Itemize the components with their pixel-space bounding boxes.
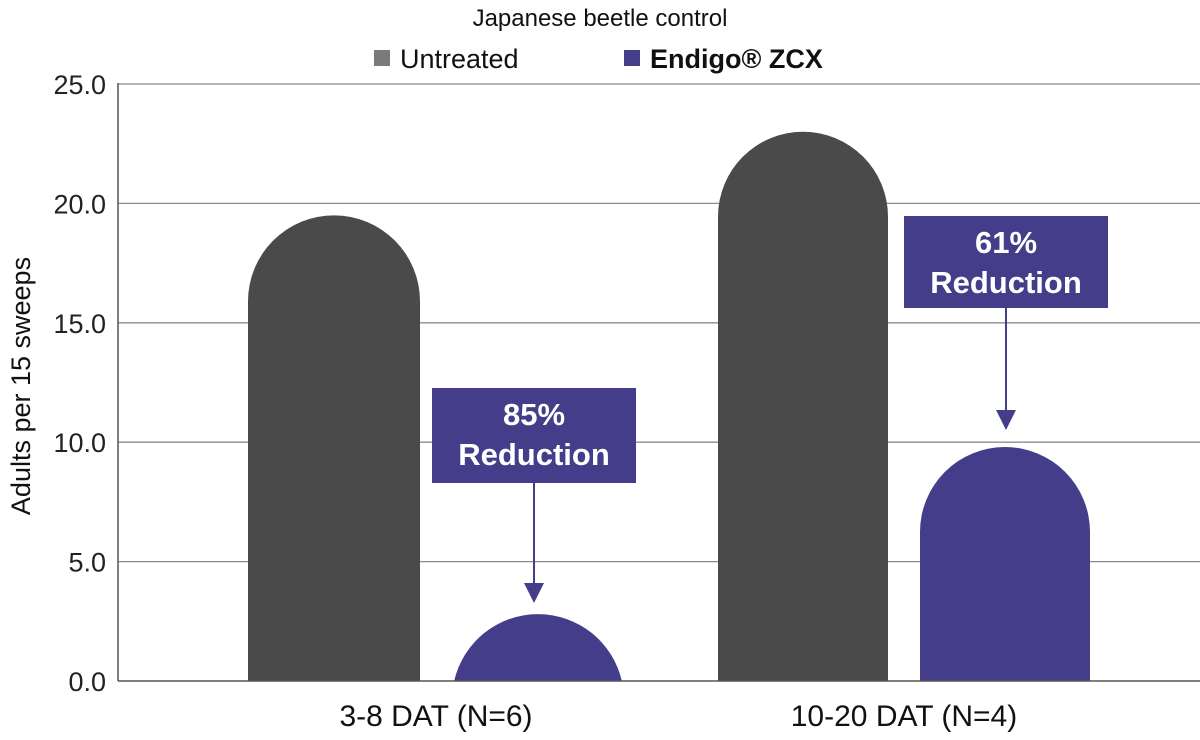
annotations: 85% Reduction 61% Reduction bbox=[432, 216, 1108, 603]
reduction-percent: 61% bbox=[975, 225, 1037, 260]
callout-arrow-head bbox=[996, 410, 1016, 430]
reduction-callout-box bbox=[432, 388, 636, 483]
y-tick-label: 25.0 bbox=[53, 70, 106, 100]
bar-endigo bbox=[920, 446, 1090, 681]
bar-untreated bbox=[248, 215, 420, 681]
x-tick-labels: 3-8 DAT (N=6) 10-20 DAT (N=4) bbox=[339, 700, 1017, 733]
reduction-percent: 85% bbox=[503, 397, 565, 432]
y-tick-label: 0.0 bbox=[68, 667, 106, 697]
reduction-label: Reduction bbox=[458, 437, 610, 472]
bar-endigo bbox=[454, 614, 622, 681]
axes bbox=[117, 83, 1200, 682]
y-tick-labels: 0.0 5.0 10.0 15.0 20.0 25.0 bbox=[53, 70, 106, 697]
bars bbox=[248, 131, 1090, 681]
legend: Untreated Endigo® ZCX bbox=[374, 44, 823, 74]
y-tick-label: 10.0 bbox=[53, 428, 106, 458]
legend-swatch-endigo bbox=[624, 50, 640, 66]
y-axis-label: Adults per 15 sweeps bbox=[6, 257, 36, 515]
x-tick-label: 3-8 DAT (N=6) bbox=[339, 700, 532, 733]
callout-arrow-head bbox=[524, 583, 544, 603]
chart-title: Japanese beetle control bbox=[473, 5, 728, 32]
legend-label-untreated: Untreated bbox=[400, 44, 519, 74]
y-tick-label: 5.0 bbox=[68, 548, 106, 578]
y-tick-label: 15.0 bbox=[53, 309, 106, 339]
reduction-callout-box bbox=[904, 216, 1108, 308]
bar-untreated bbox=[718, 131, 888, 681]
x-tick-label: 10-20 DAT (N=4) bbox=[791, 700, 1017, 733]
legend-swatch-untreated bbox=[374, 50, 390, 66]
legend-label-endigo: Endigo® ZCX bbox=[650, 44, 823, 74]
y-tick-label: 20.0 bbox=[53, 189, 106, 219]
reduction-label: Reduction bbox=[930, 265, 1082, 300]
